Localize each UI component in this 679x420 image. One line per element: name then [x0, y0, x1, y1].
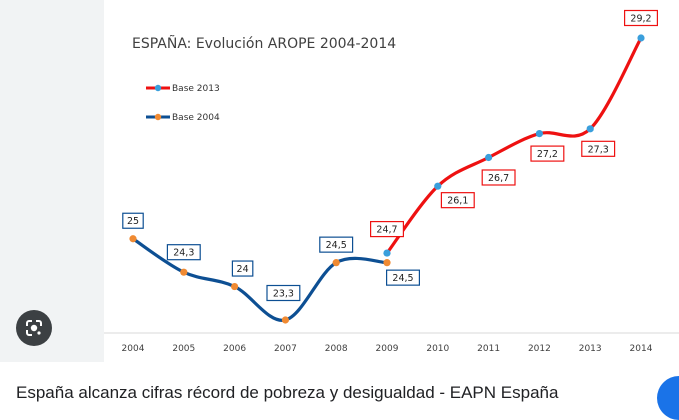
data-point-base2004-2008: [332, 259, 340, 267]
legend-marker-base2004: [154, 113, 162, 121]
corner-action-button[interactable]: [657, 376, 679, 420]
data-label-box-base2004-2004: [122, 212, 144, 229]
data-label-box-base2013-2010: [440, 192, 475, 209]
x-tick-label-2011: 2011: [477, 344, 500, 354]
x-tick-label-2007: 2007: [274, 344, 297, 354]
data-label-base2013-2009: 24,7: [376, 225, 397, 236]
left-background-strip: [0, 0, 104, 362]
data-label-base2004-2008: 24,5: [326, 240, 347, 251]
x-tick-label-2014: 2014: [630, 344, 653, 354]
series-line-base2013: [385, 36, 643, 255]
data-label-base2004-2004: 25: [127, 216, 139, 227]
line-chart: ESPAÑA: Evolución AROPE 2004-2014 Base 2…: [104, 9, 679, 354]
data-point-base2004-2009: [383, 259, 391, 267]
chart-title: ESPAÑA: Evolución AROPE 2004-2014: [132, 35, 396, 52]
x-tick-label-2008: 2008: [325, 344, 348, 354]
legend-label-base2013: Base 2013: [172, 84, 220, 94]
data-label-base2013-2013: 27,3: [588, 144, 609, 155]
data-point-base2013-2011: [485, 153, 493, 162]
chart-panel: ESPAÑA: Evolución AROPE 2004-2014 Base 2…: [104, 0, 679, 362]
google-lens-icon: [26, 320, 42, 336]
data-point-base2013-2013: [586, 125, 594, 133]
data-label-box-base2004-2009: [386, 269, 421, 286]
data-point-base2004-2007: [281, 316, 289, 324]
data-point-base2013-2010: [434, 182, 442, 190]
google-lens-button[interactable]: [16, 310, 52, 346]
legend-label-base2004: Base 2004: [172, 113, 220, 123]
x-tick-label-2013: 2013: [579, 344, 602, 354]
data-label-box-base2013-2014: [623, 9, 658, 27]
x-tick-label-2004: 2004: [122, 344, 145, 354]
data-label-base2013-2010: 26,1: [447, 196, 468, 207]
image-caption[interactable]: España alcanza cifras récord de pobreza …: [16, 383, 559, 402]
data-label-base2004-2009: 24,5: [392, 273, 413, 284]
data-point-base2013-2014: [637, 34, 645, 42]
data-point-base2004-2006: [231, 282, 239, 291]
data-label-base2013-2012: 27,2: [537, 149, 558, 160]
data-label-box-base2004-2007: [266, 284, 301, 302]
data-point-base2013-2009: [383, 249, 391, 257]
data-point-base2013-2012: [535, 129, 543, 138]
data-label-box-base2013-2009: [370, 220, 405, 238]
data-point-base2004-2005: [180, 268, 188, 276]
data-label-box-base2013-2013: [581, 140, 616, 157]
data-label-box-base2013-2012: [530, 145, 565, 162]
data-label-base2013-2011: 26,7: [488, 173, 509, 184]
x-tick-label-2006: 2006: [223, 344, 246, 354]
data-label-box-base2004-2005: [166, 244, 201, 261]
data-label-box-base2004-2008: [319, 236, 354, 253]
x-tick-label-2010: 2010: [426, 344, 449, 354]
data-point-base2004-2004: [129, 235, 137, 243]
data-label-box-base2004-2006: [231, 260, 254, 277]
data-label-box-base2013-2011: [481, 169, 516, 186]
data-label-base2013-2014: 29,2: [630, 14, 651, 25]
data-label-base2004-2005: 24,3: [173, 248, 194, 259]
x-tick-label-2009: 2009: [376, 344, 399, 354]
legend-marker-base2013: [154, 84, 162, 92]
x-tick-label-2005: 2005: [172, 344, 195, 354]
data-label-base2004-2007: 23,3: [273, 289, 294, 300]
x-tick-label-2012: 2012: [528, 344, 551, 354]
data-label-base2004-2006: 24: [237, 264, 249, 275]
